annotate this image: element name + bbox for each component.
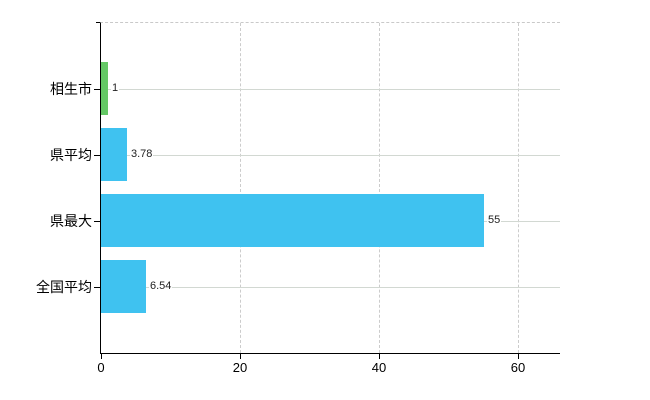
y-axis-tick — [94, 89, 100, 90]
y-axis-category-label: 県平均 — [50, 147, 92, 163]
y-axis-category-label: 全国平均 — [36, 279, 92, 295]
y-axis-tick — [94, 287, 100, 288]
bar-0[interactable] — [101, 62, 108, 115]
x-gridline — [240, 23, 241, 353]
y-axis-tick — [94, 155, 100, 156]
x-gridline — [379, 23, 380, 353]
bar-value-label: 3.78 — [130, 148, 154, 161]
plot-area: 1 3.78 55 6.54 — [100, 22, 560, 354]
bar-value-label: 55 — [487, 214, 502, 227]
x-axis-tick-label: 20 — [232, 360, 248, 375]
y-axis-category-label: 県最大 — [50, 213, 92, 229]
y-axis-top-tick — [96, 22, 100, 23]
row-gridline — [101, 89, 560, 90]
x-gridline — [518, 23, 519, 353]
x-axis-tick-label: 40 — [371, 360, 387, 375]
row-gridline — [101, 287, 560, 288]
bar-1[interactable] — [101, 128, 127, 181]
x-axis-tick — [518, 354, 519, 359]
x-axis-tick — [240, 354, 241, 359]
x-axis-tick — [101, 354, 102, 359]
row-gridline — [101, 155, 560, 156]
x-axis-tick-label: 60 — [510, 360, 526, 375]
bar-value-label: 1 — [111, 82, 120, 95]
y-axis-tick — [94, 221, 100, 222]
x-axis-tick-label: 0 — [97, 360, 105, 375]
bar-3[interactable] — [101, 260, 146, 313]
x-axis-tick — [379, 354, 380, 359]
bar-2[interactable] — [101, 194, 484, 247]
bar-value-label: 6.54 — [149, 280, 173, 293]
y-axis-category-label: 相生市 — [50, 81, 92, 97]
